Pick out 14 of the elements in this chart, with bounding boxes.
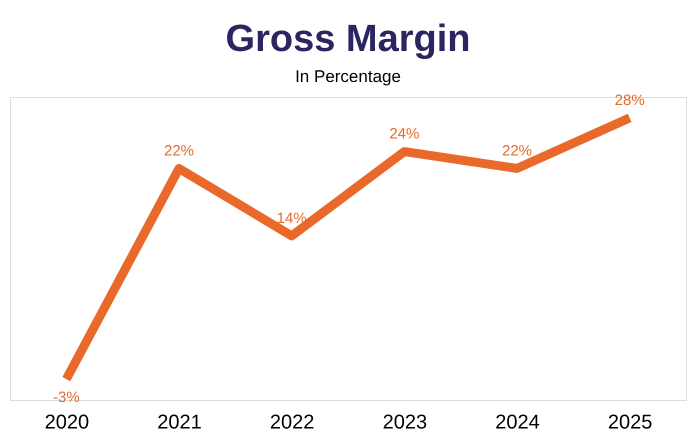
data-label: 14% xyxy=(276,210,307,227)
data-label: 24% xyxy=(389,126,420,143)
x-tick-label: 2022 xyxy=(270,412,314,434)
x-tick-label: 2024 xyxy=(495,412,540,434)
data-label: 22% xyxy=(502,142,532,160)
chart-title: Gross Margin xyxy=(226,18,470,60)
data-label: -3% xyxy=(52,389,80,406)
x-tick-label: 2021 xyxy=(157,412,202,434)
data-label: 22% xyxy=(164,142,194,160)
x-tick-label: 2020 xyxy=(44,412,90,434)
x-tick-label: 2025 xyxy=(608,412,652,434)
x-tick-label: 2023 xyxy=(382,412,428,434)
chart-subtitle: In Percentage xyxy=(295,66,401,86)
data-label: 28% xyxy=(614,92,645,109)
